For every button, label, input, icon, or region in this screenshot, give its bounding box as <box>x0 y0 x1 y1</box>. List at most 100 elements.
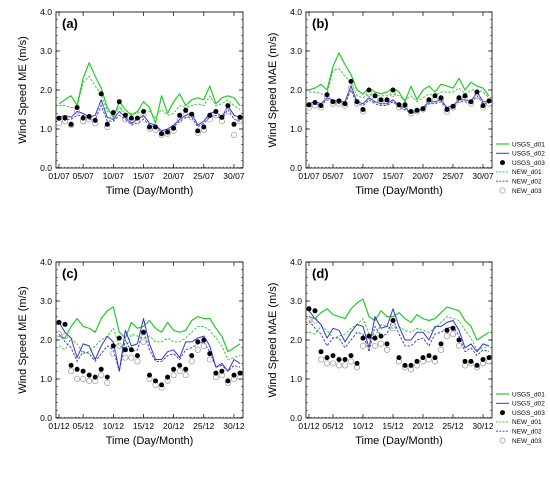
data-point-USGS_d03 <box>141 109 146 114</box>
data-point-USGS_d03 <box>195 128 201 134</box>
legend-item: NEW_d01 <box>496 419 542 426</box>
series-line-NEW_d01 <box>58 325 241 360</box>
data-point-NEW_d03 <box>116 342 123 349</box>
data-point-USGS_d03 <box>384 97 390 103</box>
x-tick-label: 20/12 <box>412 421 434 431</box>
data-point-USGS_d03 <box>68 121 74 127</box>
y-tick-label: 3.0 <box>290 296 302 306</box>
data-point-USGS_d03 <box>438 341 444 347</box>
data-point-USGS_d03 <box>183 366 189 372</box>
data-point-USGS_d03 <box>165 374 171 380</box>
data-point-USGS_d03 <box>74 366 80 372</box>
data-point-NEW_d03 <box>61 333 69 340</box>
data-point-USGS_d03 <box>444 107 450 112</box>
data-point-USGS_d03 <box>402 362 408 368</box>
data-point-NEW_d03 <box>389 325 397 332</box>
x-tick-label: 15/07 <box>133 171 155 181</box>
data-point-USGS_d03 <box>318 103 324 109</box>
legend-label: USGS_d01 <box>512 141 545 148</box>
legend-swatch <box>500 410 505 416</box>
data-point-USGS_d03 <box>56 319 62 325</box>
data-point-USGS_d03 <box>177 112 183 118</box>
data-point-USGS_d03 <box>171 366 177 372</box>
x-tick-label: 01/12 <box>298 421 320 431</box>
data-point-USGS_d03 <box>225 378 231 384</box>
y-axis-label: Wind Speed ME (m/s) <box>17 286 29 394</box>
data-point-USGS_d03 <box>62 321 68 327</box>
series-line-NEW_d01 <box>59 75 241 118</box>
data-point-NEW_d03 <box>122 354 129 361</box>
x-axis-label: Time (Day/Month) <box>106 185 194 197</box>
legend-item: USGS_d01 <box>496 391 545 398</box>
x-tick-label: 15/12 <box>133 421 155 431</box>
data-point-USGS_d03 <box>348 78 354 84</box>
data-point-USGS_d03 <box>342 357 348 362</box>
data-point-USGS_d03 <box>456 337 462 343</box>
data-point-USGS_d03 <box>237 114 243 120</box>
data-point-NEW_d03 <box>188 358 195 365</box>
data-point-USGS_d03 <box>438 95 444 101</box>
x-tick-label: 05/07 <box>73 171 95 181</box>
data-point-USGS_d03 <box>104 374 110 380</box>
legend-label: USGS_d02 <box>512 151 545 158</box>
y-tick-label: 1.0 <box>40 124 52 134</box>
y-axis-label: Wind Speed MAE (m/s) <box>267 33 279 148</box>
data-point-NEW_d03 <box>98 372 105 379</box>
data-point-NEW_d03 <box>200 342 207 349</box>
data-point-USGS_d03 <box>462 93 468 99</box>
data-point-NEW_d03 <box>194 346 201 353</box>
data-point-USGS_d03 <box>390 87 396 93</box>
data-point-USGS_d03 <box>318 349 324 355</box>
data-point-USGS_d03 <box>147 124 152 130</box>
data-point-USGS_d03 <box>480 103 486 109</box>
y-tick-label: 4.0 <box>290 7 302 17</box>
x-tick-label: 20/07 <box>163 171 185 181</box>
data-point-USGS_d03 <box>348 353 354 359</box>
data-point-USGS_d03 <box>480 357 486 362</box>
data-point-USGS_d03 <box>153 378 158 384</box>
data-point-USGS_d03 <box>110 110 116 116</box>
data-point-NEW_d03 <box>55 331 63 338</box>
data-point-USGS_d03 <box>306 306 312 312</box>
x-tick-label: 10/12 <box>352 421 374 431</box>
data-point-NEW_d03 <box>311 317 319 324</box>
data-point-USGS_d03 <box>390 318 396 323</box>
data-point-NEW_d03 <box>377 340 385 347</box>
data-point-USGS_d03 <box>330 353 336 359</box>
y-tick-label: 4.0 <box>40 7 52 17</box>
data-point-USGS_d03 <box>324 355 330 361</box>
data-point-USGS_d03 <box>336 357 342 362</box>
x-tick-label: 10/07 <box>103 171 125 181</box>
legend-swatch <box>500 160 505 166</box>
data-point-USGS_d03 <box>360 335 366 341</box>
data-point-NEW_d03 <box>329 360 337 367</box>
data-point-USGS_d03 <box>444 327 450 333</box>
series-line-USGS_d02 <box>308 308 490 353</box>
data-point-NEW_d03 <box>347 358 355 365</box>
data-point-NEW_d03 <box>437 346 445 353</box>
data-point-USGS_d03 <box>225 103 231 109</box>
data-point-USGS_d03 <box>201 124 207 130</box>
data-point-USGS_d03 <box>372 93 378 99</box>
data-point-USGS_d03 <box>396 102 402 108</box>
data-point-NEW_d03 <box>176 368 183 375</box>
x-tick-label: 15/12 <box>382 421 404 431</box>
data-point-NEW_d03 <box>182 372 189 379</box>
data-point-NEW_d03 <box>224 108 231 115</box>
y-tick-label: 4.0 <box>40 257 52 267</box>
data-point-USGS_d03 <box>420 106 426 112</box>
data-point-USGS_d03 <box>171 125 177 131</box>
data-point-NEW_d03 <box>116 106 123 113</box>
x-tick-label: 20/12 <box>163 421 185 431</box>
data-point-USGS_d03 <box>110 343 116 349</box>
legend-item: USGS_d02 <box>496 401 545 408</box>
data-point-USGS_d03 <box>456 95 462 101</box>
series-line-NEW_d02 <box>308 318 490 357</box>
y-tick-label: 3.0 <box>290 46 302 56</box>
x-tick-label: 05/07 <box>322 171 344 181</box>
data-point-NEW_d03 <box>449 331 457 338</box>
legend-label: USGS_d03 <box>512 410 545 417</box>
panel-label: (a) <box>62 16 78 31</box>
data-point-USGS_d03 <box>402 102 408 108</box>
data-point-USGS_d03 <box>153 124 158 130</box>
